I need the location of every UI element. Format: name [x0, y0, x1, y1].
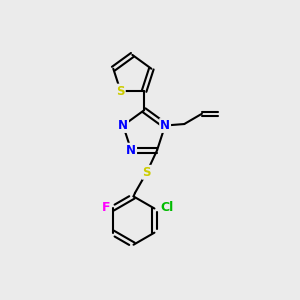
Text: F: F [102, 201, 110, 214]
Text: N: N [118, 119, 128, 132]
Text: S: S [116, 85, 125, 98]
Text: N: N [160, 119, 170, 132]
Text: N: N [126, 144, 136, 157]
Text: S: S [142, 166, 151, 179]
Text: Cl: Cl [160, 200, 173, 214]
